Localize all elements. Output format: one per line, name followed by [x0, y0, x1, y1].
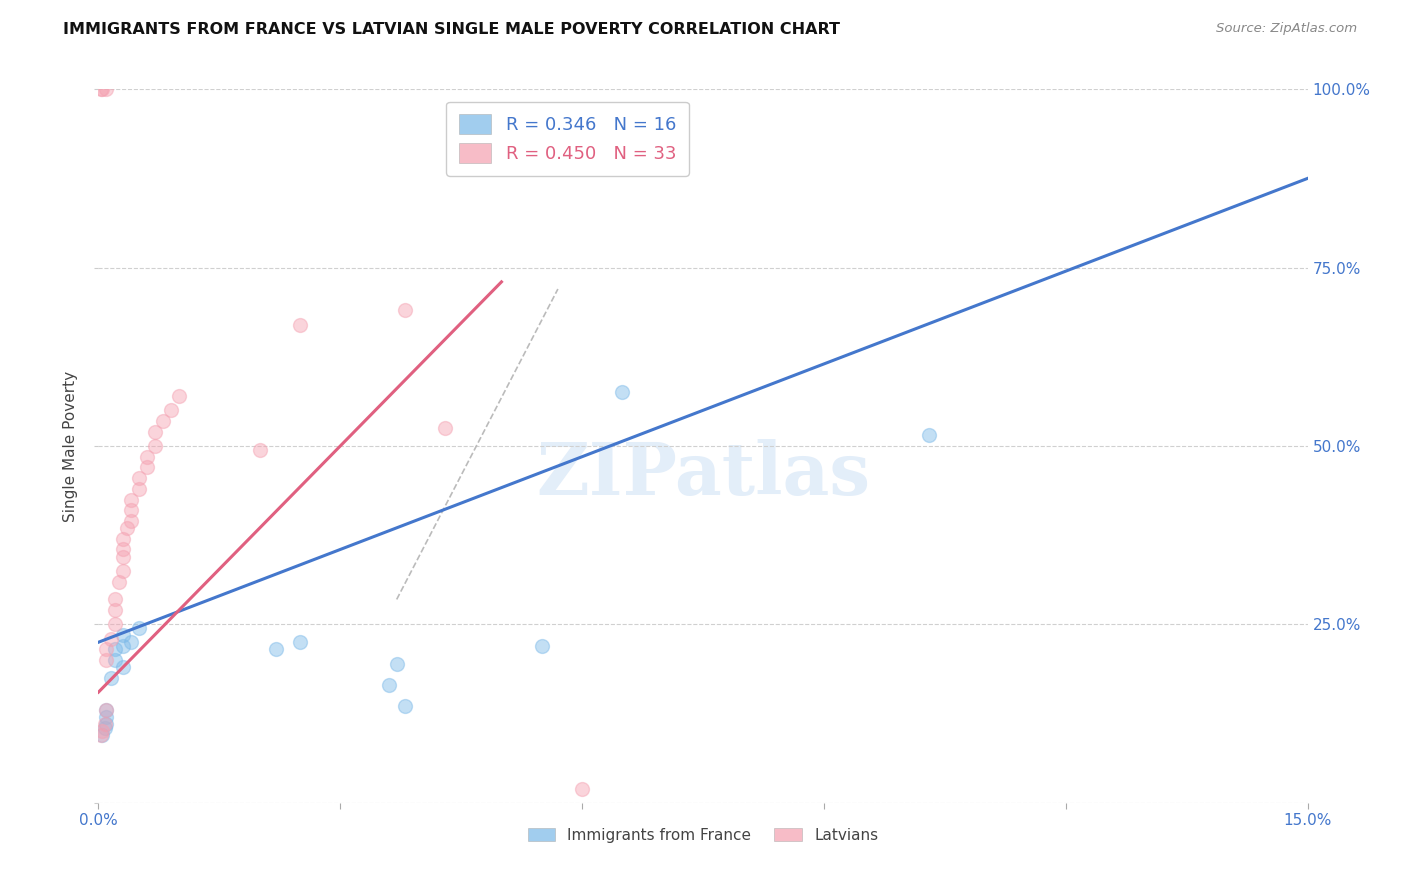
Point: [434, 421, 457, 435]
Point: [264, 642, 287, 657]
Point: [111, 549, 134, 564]
Point: [612, 385, 634, 400]
Point: [103, 592, 125, 607]
Point: [111, 628, 134, 642]
Point: [100, 632, 122, 646]
Point: [94, 717, 117, 731]
Point: [249, 442, 271, 457]
Point: [100, 671, 122, 685]
Point: [111, 564, 134, 578]
Point: [918, 428, 941, 442]
Point: [91, 728, 114, 742]
Point: [96, 710, 118, 724]
Point: [135, 450, 157, 464]
Point: [120, 635, 142, 649]
Point: [143, 425, 166, 439]
Point: [90, 82, 112, 96]
Point: [91, 724, 114, 739]
Point: [90, 728, 112, 742]
Point: [128, 482, 150, 496]
Point: [394, 699, 416, 714]
Point: [160, 403, 183, 417]
Point: [103, 617, 125, 632]
Point: [103, 653, 125, 667]
Point: [394, 303, 416, 318]
Point: [377, 678, 399, 692]
Point: [135, 460, 157, 475]
Point: [288, 318, 311, 332]
Point: [143, 439, 166, 453]
Point: [103, 642, 125, 657]
Point: [96, 703, 118, 717]
Point: [96, 642, 118, 657]
Point: [385, 657, 408, 671]
Point: [530, 639, 553, 653]
Point: [288, 635, 311, 649]
Point: [96, 653, 118, 667]
Point: [120, 503, 142, 517]
Point: [103, 603, 125, 617]
Point: [91, 82, 114, 96]
Point: [115, 521, 138, 535]
Y-axis label: Single Male Poverty: Single Male Poverty: [63, 370, 79, 522]
Point: [96, 717, 118, 731]
Text: IMMIGRANTS FROM FRANCE VS LATVIAN SINGLE MALE POVERTY CORRELATION CHART: IMMIGRANTS FROM FRANCE VS LATVIAN SINGLE…: [63, 22, 841, 37]
Point: [96, 703, 118, 717]
Text: Source: ZipAtlas.com: Source: ZipAtlas.com: [1216, 22, 1357, 36]
Point: [167, 389, 190, 403]
Point: [96, 82, 118, 96]
Legend: Immigrants from France, Latvians: Immigrants from France, Latvians: [522, 822, 884, 848]
Point: [111, 542, 134, 557]
Point: [94, 721, 117, 735]
Point: [111, 639, 134, 653]
Point: [571, 781, 593, 796]
Point: [111, 532, 134, 546]
Point: [111, 660, 134, 674]
Point: [120, 492, 142, 507]
Point: [152, 414, 174, 428]
Point: [120, 514, 142, 528]
Text: ZIPatlas: ZIPatlas: [536, 439, 870, 510]
Point: [128, 471, 150, 485]
Point: [128, 621, 150, 635]
Point: [107, 574, 129, 589]
